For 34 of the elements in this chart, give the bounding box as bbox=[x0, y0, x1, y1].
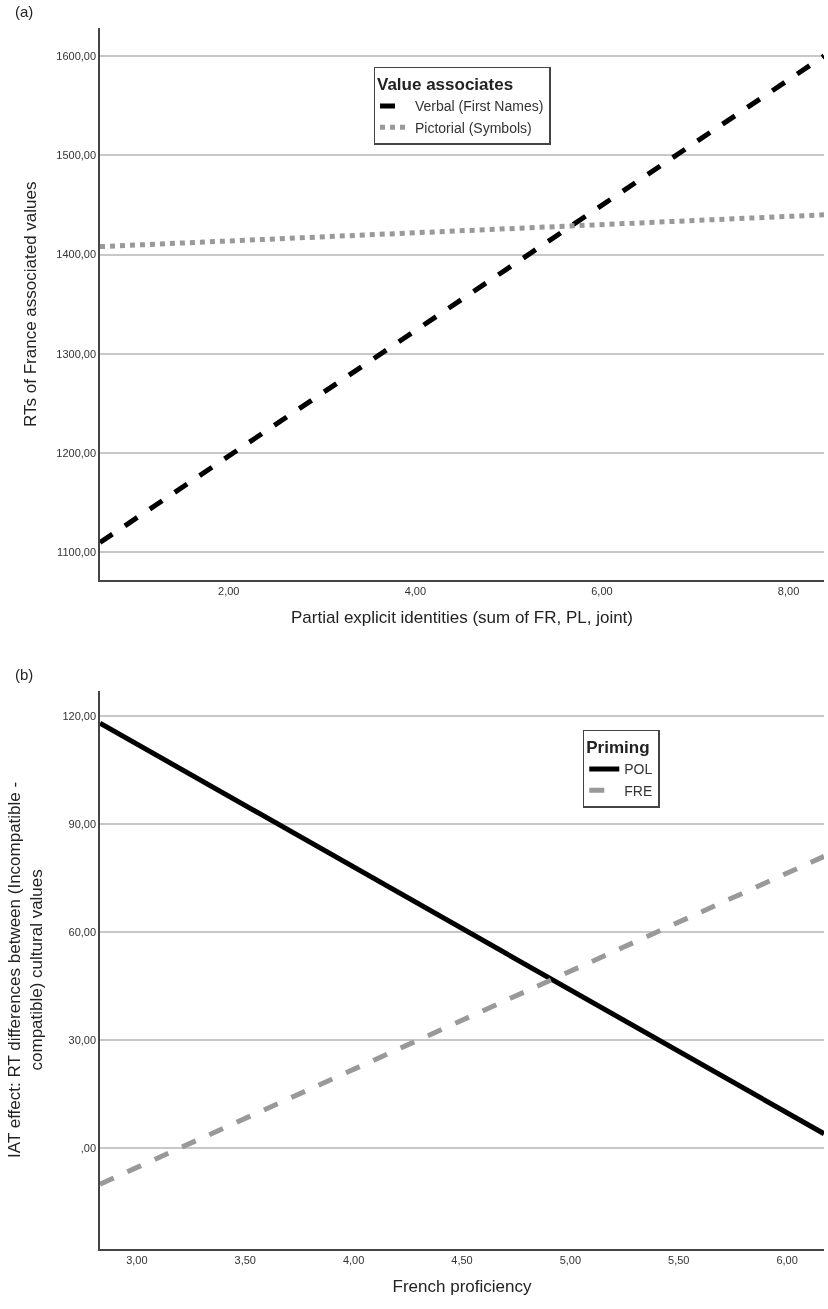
x-axis-title: French proficiency bbox=[392, 1276, 532, 1296]
x-tick-label: 4,00 bbox=[404, 585, 427, 598]
legend-label: Verbal (First Names) bbox=[415, 98, 544, 115]
y-tick-label: ,00 bbox=[80, 1141, 97, 1154]
legend-title: Priming bbox=[586, 738, 650, 758]
x-tick-label: 3,00 bbox=[126, 1253, 148, 1266]
y-tick-label: 120,00 bbox=[62, 709, 97, 722]
text: (a) bbox=[15, 3, 34, 20]
legend-label: Pictorial (Symbols) bbox=[415, 119, 532, 136]
y-tick-label: 90,00 bbox=[68, 817, 97, 830]
y-tick-label: 1100,00 bbox=[57, 546, 97, 559]
text: (b) bbox=[15, 666, 34, 683]
y-tick-label: 1400,00 bbox=[56, 248, 97, 261]
x-tick-label: 3,50 bbox=[234, 1253, 256, 1266]
legend-title: Value associates bbox=[377, 75, 514, 95]
x-axis-title: Partial explicit identities (sum of FR, PL, joint) bbox=[290, 608, 634, 628]
y-axis-title: RTs of France associated values bbox=[21, 181, 41, 427]
y-tick-label: 1300,00 bbox=[56, 347, 97, 360]
x-tick-label: 2,00 bbox=[218, 585, 240, 598]
x-tick-label: 8,00 bbox=[777, 585, 800, 598]
x-tick-label: 6,00 bbox=[776, 1253, 798, 1266]
legend-label: POL bbox=[624, 761, 653, 778]
y-tick-label: 60,00 bbox=[68, 925, 97, 938]
x-tick-label: 4,50 bbox=[451, 1253, 473, 1266]
x-tick-label: 6,00 bbox=[591, 585, 613, 598]
x-tick-label: 5,00 bbox=[559, 1253, 582, 1266]
y-tick-label: 1200,00 bbox=[56, 447, 97, 460]
y-tick-label: 1600,00 bbox=[56, 49, 97, 62]
x-tick-label: 4,00 bbox=[342, 1253, 365, 1266]
x-tick-label: 5,50 bbox=[668, 1253, 690, 1266]
legend-label: FRE bbox=[624, 782, 653, 799]
y-axis-title: IAT effect: RT differences between (Incompatible - compatible) cultural values bbox=[5, 781, 47, 1158]
y-tick-label: 1500,00 bbox=[56, 149, 97, 162]
y-tick-label: 30,00 bbox=[68, 1033, 97, 1046]
